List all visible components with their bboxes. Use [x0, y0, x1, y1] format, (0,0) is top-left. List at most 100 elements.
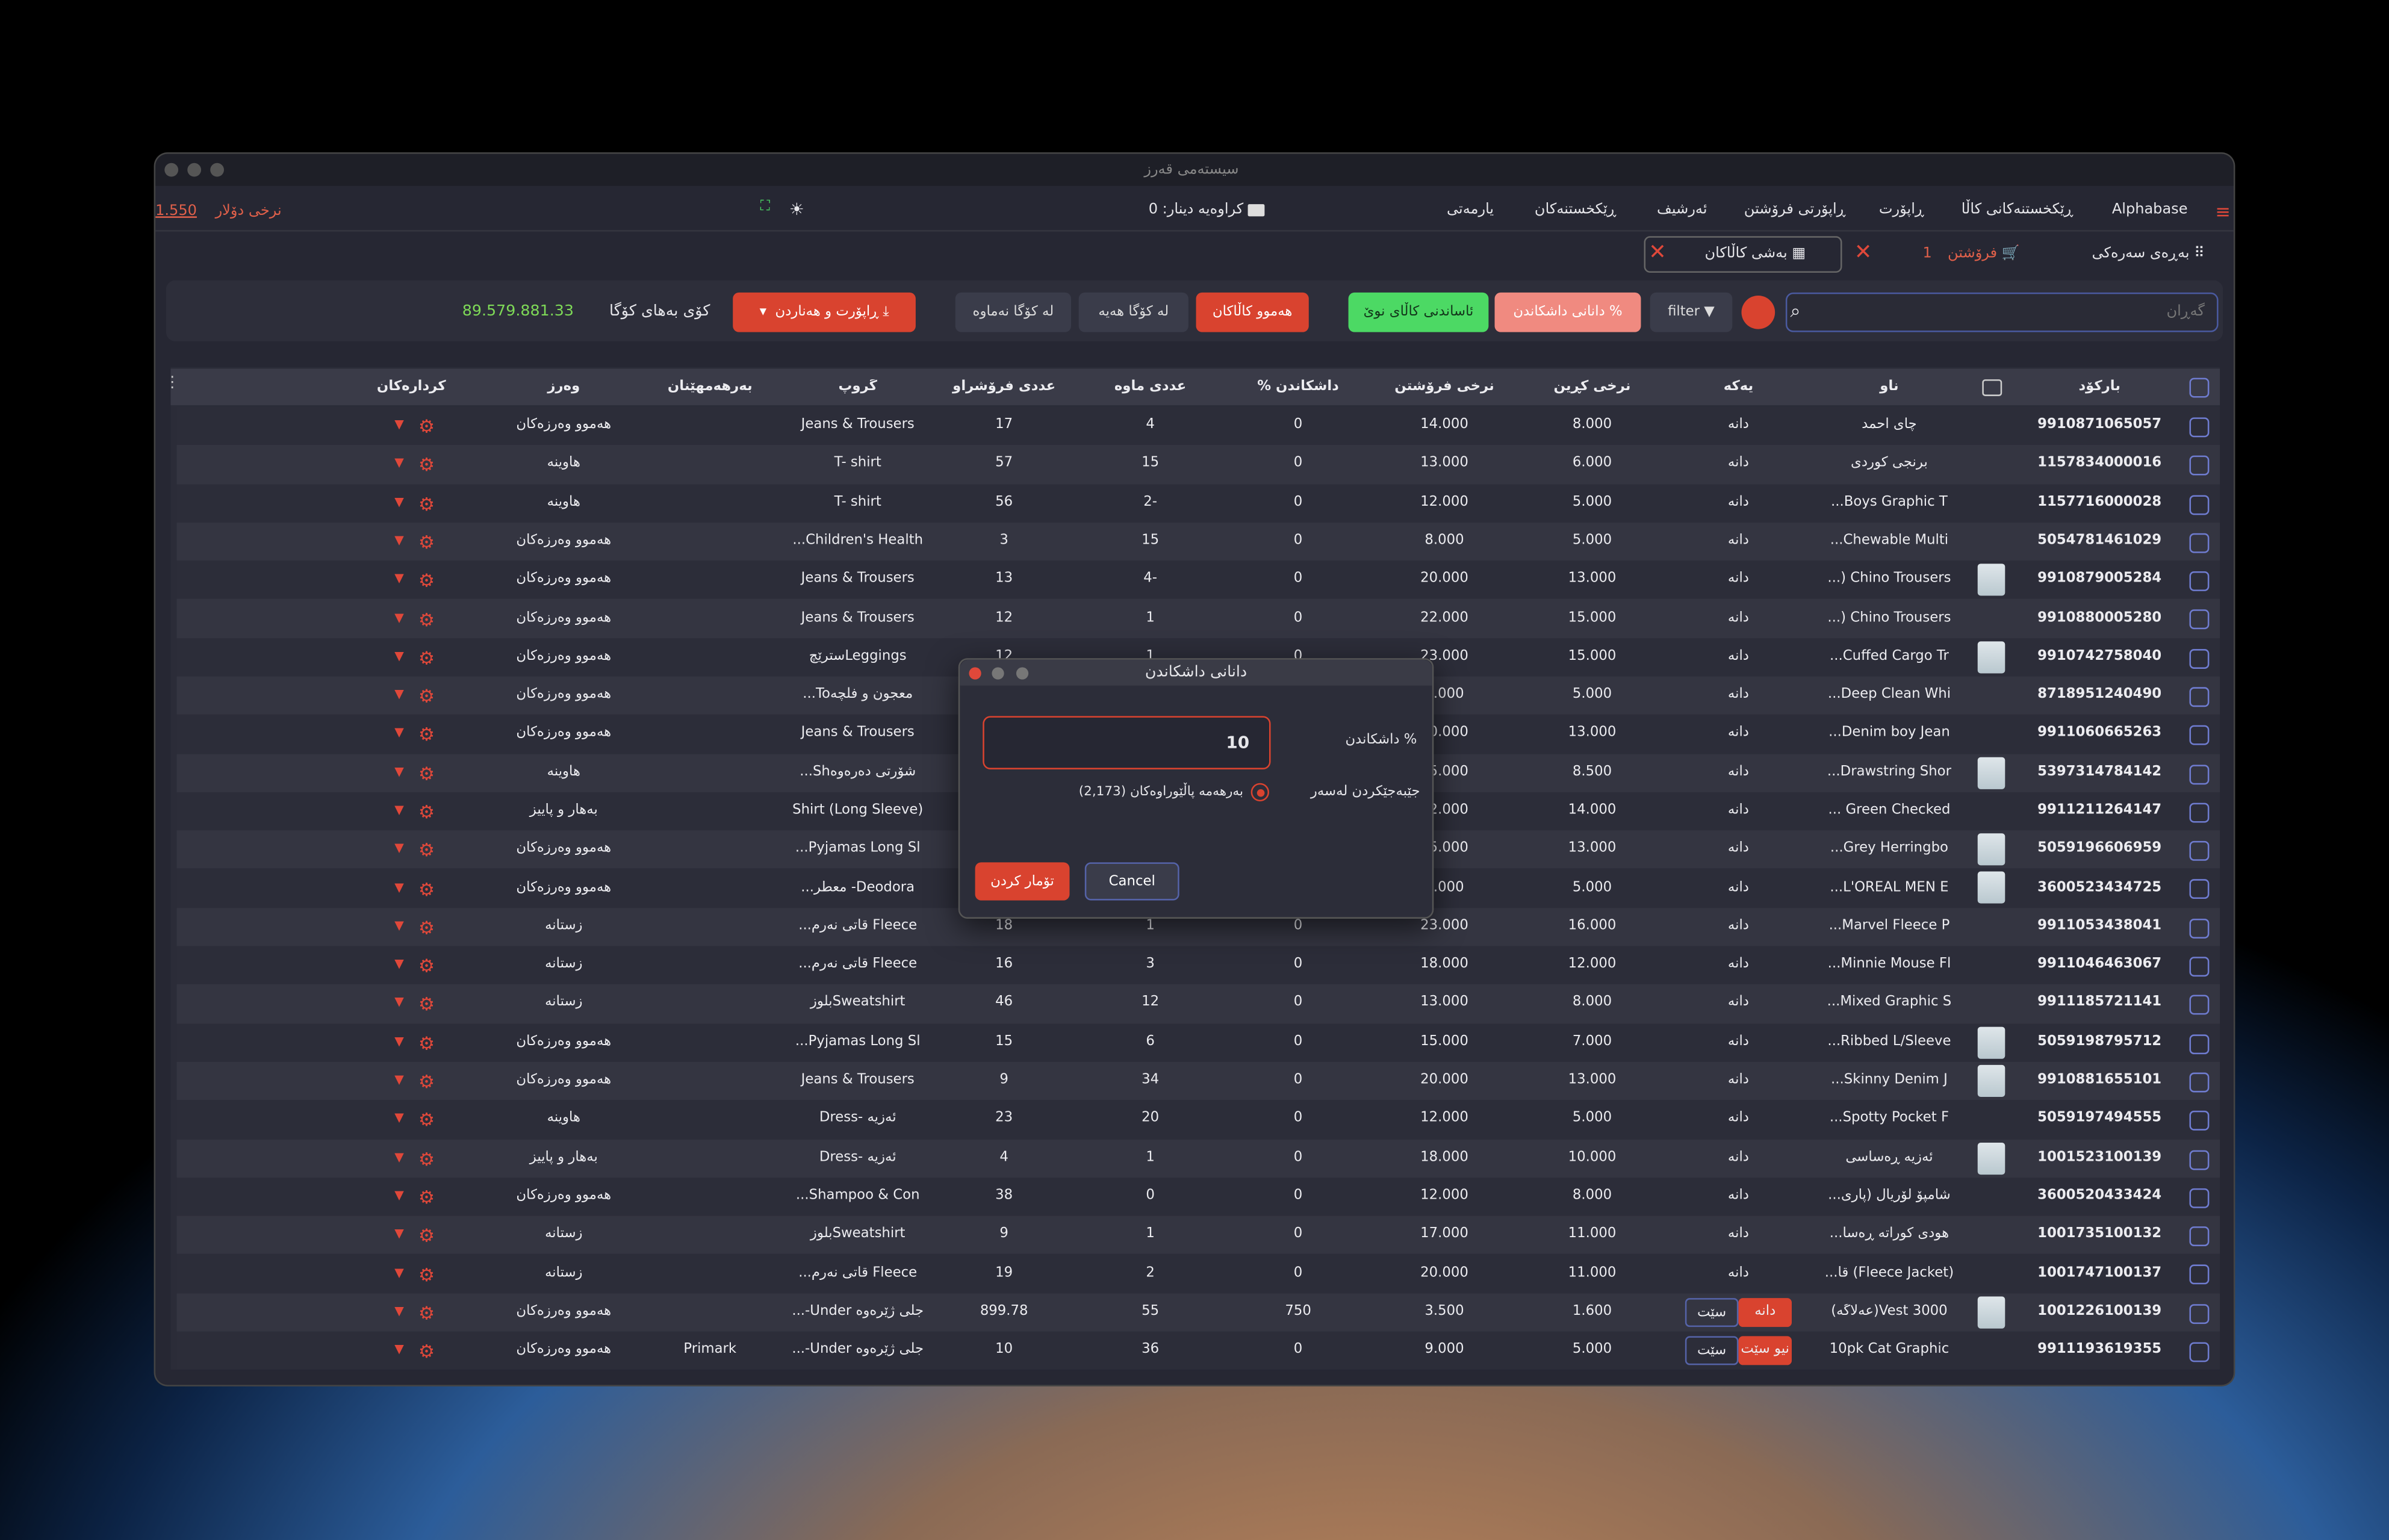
row-settings[interactable]: ⚙: [418, 686, 435, 707]
row-dropdown[interactable]: ▼: [394, 1188, 404, 1202]
fullscreen-toggle[interactable]: ⛶: [760, 199, 770, 215]
row-settings[interactable]: ⚙: [418, 878, 435, 900]
row-dropdown[interactable]: ▼: [394, 1342, 404, 1356]
window-zoom[interactable]: [210, 163, 224, 177]
filter-button[interactable]: filter ▼: [1650, 292, 1733, 332]
row-checkbox[interactable]: [2189, 725, 2210, 746]
row-dropdown[interactable]: ▼: [394, 1226, 404, 1241]
set-discount-button[interactable]: دانانی داشکاندن %: [1494, 292, 1641, 332]
row-checkbox[interactable]: [2189, 1034, 2210, 1054]
close-products-tab[interactable]: ✕: [1648, 240, 1667, 265]
row-dropdown[interactable]: ▼: [394, 1265, 404, 1279]
row-checkbox[interactable]: [2189, 880, 2210, 900]
row-checkbox[interactable]: [2189, 417, 2210, 438]
row-checkbox[interactable]: [2189, 1342, 2210, 1362]
row-dropdown[interactable]: ▼: [394, 957, 404, 971]
row-dropdown[interactable]: ▼: [394, 571, 404, 586]
row-dropdown[interactable]: ▼: [394, 648, 404, 663]
menu-item[interactable]: ئەرشیف: [1657, 201, 1707, 218]
products-tab[interactable]: [1644, 236, 1842, 273]
menu-item[interactable]: ڕێکخستنەکان: [1534, 201, 1617, 218]
window-close[interactable]: [164, 163, 179, 177]
unit-button[interactable]: نیو سێت: [1738, 1336, 1792, 1365]
menu-item[interactable]: ڕاپۆرتی فرۆشتن: [1744, 201, 1846, 218]
menu-icon[interactable]: ≡: [2215, 201, 2231, 223]
row-dropdown[interactable]: ▼: [394, 1303, 404, 1318]
row-checkbox[interactable]: [2189, 803, 2210, 823]
row-checkbox[interactable]: [2189, 995, 2210, 1016]
apply-radio[interactable]: [1250, 783, 1269, 802]
menu-item[interactable]: ڕێکخستنەکانی کاڵا: [1961, 201, 2074, 218]
row-settings[interactable]: ⚙: [418, 1302, 435, 1324]
unit-button[interactable]: سێت: [1685, 1336, 1739, 1365]
row-checkbox[interactable]: [2189, 918, 2210, 939]
discount-input[interactable]: [983, 716, 1271, 769]
cancel-button[interactable]: Cancel: [1084, 862, 1179, 901]
row-dropdown[interactable]: ▼: [394, 918, 404, 933]
row-checkbox[interactable]: [2189, 841, 2210, 862]
unit-button[interactable]: سێت: [1685, 1297, 1739, 1327]
row-settings[interactable]: ⚙: [418, 1341, 435, 1362]
row-checkbox[interactable]: [2189, 494, 2210, 515]
in-stock-button[interactable]: لە کۆگا هەیە: [1078, 292, 1188, 332]
row-dropdown[interactable]: ▼: [394, 841, 404, 855]
row-checkbox[interactable]: [2189, 1265, 2210, 1285]
menu-item[interactable]: Alphabase: [2111, 201, 2188, 218]
row-settings[interactable]: ⚙: [418, 609, 435, 630]
row-dropdown[interactable]: ▼: [394, 610, 404, 624]
row-settings[interactable]: ⚙: [418, 493, 435, 515]
row-settings[interactable]: ⚙: [418, 1225, 435, 1247]
row-settings[interactable]: ⚙: [418, 955, 435, 977]
sales-tab[interactable]: فرۆشتن 🛒: [1947, 245, 2020, 262]
row-dropdown[interactable]: ▼: [394, 1111, 404, 1125]
row-settings[interactable]: ⚙: [418, 1187, 435, 1208]
row-checkbox[interactable]: [2189, 1072, 2210, 1093]
row-settings[interactable]: ⚙: [418, 647, 435, 669]
row-checkbox[interactable]: [2189, 1149, 2210, 1170]
unit-button[interactable]: دانە: [1738, 1297, 1792, 1327]
row-settings[interactable]: ⚙: [418, 801, 435, 823]
all-products-button[interactable]: هەموو کاڵاکان: [1196, 292, 1309, 332]
row-dropdown[interactable]: ▼: [394, 725, 404, 740]
search-box[interactable]: [1785, 292, 2219, 332]
row-settings[interactable]: ⚙: [418, 763, 435, 784]
menu-item[interactable]: ڕاپۆرت: [1878, 201, 1924, 218]
row-dropdown[interactable]: ▼: [394, 1034, 404, 1048]
add-product-button[interactable]: ئاساندنی کاڵای نوێ: [1348, 292, 1489, 332]
refresh-button[interactable]: [1741, 295, 1775, 329]
export-button[interactable]: ▾ ڕاپۆرت و هەناردن ⤓: [733, 292, 916, 332]
row-checkbox[interactable]: [2189, 1111, 2210, 1131]
row-settings[interactable]: ⚙: [418, 532, 435, 553]
dialog-close[interactable]: [969, 667, 981, 680]
save-button[interactable]: تۆمار کردن: [975, 862, 1070, 901]
row-settings[interactable]: ⚙: [418, 1148, 435, 1170]
row-checkbox[interactable]: [2189, 610, 2210, 630]
row-settings[interactable]: ⚙: [418, 840, 435, 862]
row-settings[interactable]: ⚙: [418, 416, 435, 438]
row-settings[interactable]: ⚙: [418, 1071, 435, 1093]
header-checkbox[interactable]: [2189, 377, 2210, 398]
row-dropdown[interactable]: ▼: [394, 803, 404, 817]
row-dropdown[interactable]: ▼: [394, 880, 404, 894]
row-checkbox[interactable]: [2189, 687, 2210, 707]
row-checkbox[interactable]: [2189, 648, 2210, 669]
row-settings[interactable]: ⚙: [418, 994, 435, 1016]
row-settings[interactable]: ⚙: [418, 917, 435, 939]
row-dropdown[interactable]: ▼: [394, 1072, 404, 1087]
row-dropdown[interactable]: ▼: [394, 417, 404, 432]
row-settings[interactable]: ⚙: [418, 570, 435, 592]
row-checkbox[interactable]: [2189, 1188, 2210, 1208]
row-checkbox[interactable]: [2189, 1303, 2210, 1324]
row-settings[interactable]: ⚙: [418, 1032, 435, 1054]
row-settings[interactable]: ⚙: [418, 724, 435, 746]
row-checkbox[interactable]: [2189, 533, 2210, 553]
row-settings[interactable]: ⚙: [418, 455, 435, 476]
row-dropdown[interactable]: ▼: [394, 1149, 404, 1164]
row-dropdown[interactable]: ▼: [394, 687, 404, 701]
theme-toggle[interactable]: ☀: [789, 199, 804, 220]
out-of-stock-button[interactable]: لە کۆگا نەماوە: [955, 292, 1072, 332]
row-checkbox[interactable]: [2189, 1226, 2210, 1247]
row-dropdown[interactable]: ▼: [394, 764, 404, 778]
row-settings[interactable]: ⚙: [418, 1110, 435, 1131]
row-dropdown[interactable]: ▼: [394, 494, 404, 509]
